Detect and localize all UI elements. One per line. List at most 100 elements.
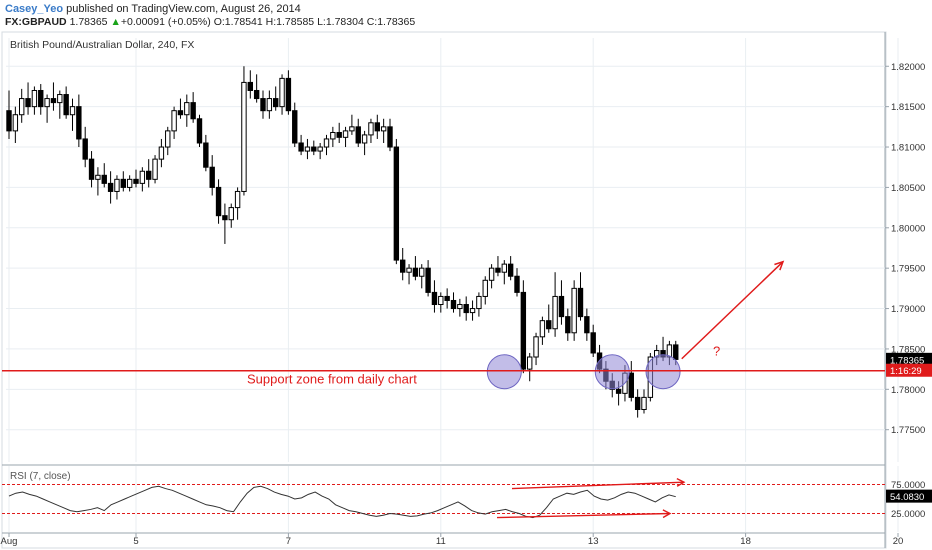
symbol-label[interactable]: FX:GBPAUD	[5, 16, 67, 28]
candle-up	[342, 130, 349, 138]
quote-line: FX:GBPAUD 1.78365 ▲+0.00091 (+0.05%) O:1…	[5, 16, 415, 28]
candle-down	[565, 316, 571, 334]
candle-down	[584, 316, 590, 334]
candle-up	[361, 134, 368, 144]
candle-down	[177, 110, 184, 116]
countdown-badge-label: 1:16:29	[890, 366, 922, 377]
candle-down	[6, 110, 12, 132]
candle-down	[196, 118, 203, 144]
candle-down	[507, 263, 514, 277]
candle-up	[57, 94, 63, 104]
time-tick-label: Aug	[1, 536, 18, 547]
time-axis: Aug57111318202527Sep	[1, 533, 904, 547]
candle-down	[400, 259, 406, 273]
candle-down	[133, 178, 139, 184]
support-label: Support zone from daily chart	[247, 372, 417, 387]
candle-down	[82, 138, 88, 160]
candle-up	[482, 279, 488, 297]
candle-up	[533, 336, 539, 358]
chart-frame	[1, 31, 887, 549]
candle-down	[387, 126, 393, 148]
candle-down	[634, 396, 641, 411]
candle-up	[571, 287, 577, 334]
candle-down	[25, 98, 31, 108]
candle-up	[19, 98, 25, 116]
candle-up	[488, 267, 495, 281]
time-tick-label: 5	[133, 536, 138, 547]
published-text: published on TradingView.com, August 26,…	[63, 3, 301, 15]
candle-down	[260, 98, 266, 112]
rsi-last-label: 54.0830	[890, 492, 924, 503]
low-value: 1.78304	[325, 16, 364, 28]
candle-down	[146, 170, 152, 180]
candle-up	[279, 77, 285, 108]
candle-up	[380, 126, 387, 132]
candle-up	[527, 356, 533, 370]
candle-down	[88, 158, 95, 180]
price-tick-label: 1.77500	[891, 425, 925, 436]
high-value: 1.78585	[276, 16, 315, 28]
question-mark: ?	[713, 343, 720, 358]
candle-up	[69, 106, 76, 116]
rsi-level-label: 75.0000	[891, 480, 925, 491]
candle-down	[63, 94, 69, 116]
candle-up	[241, 81, 247, 192]
candle-up	[266, 98, 273, 112]
candle-down	[50, 98, 57, 104]
candle-down	[101, 174, 107, 184]
candle-up	[304, 146, 311, 152]
support-touch-highlight	[594, 354, 630, 390]
countdown-badge	[886, 363, 932, 377]
candle-up	[165, 130, 171, 148]
up-arrow-icon: ▲	[110, 16, 121, 28]
candle-series	[6, 66, 679, 418]
price-chart[interactable]: British Pound/Australian Dollar, 240, FX…	[0, 30, 932, 550]
candle-down	[215, 186, 222, 217]
publish-line: Casey_Yeo published on TradingView.com, …	[5, 3, 301, 15]
price-tick-label: 1.78000	[891, 385, 925, 396]
rsi-line	[8, 485, 676, 519]
rsi-divergence-arrow-top	[511, 481, 685, 490]
candle-up	[469, 308, 476, 314]
candle-down	[628, 372, 634, 398]
candle-down	[107, 182, 114, 192]
price-tick-label: 1.79500	[891, 264, 925, 275]
candle-up	[349, 126, 355, 132]
candle-down	[298, 142, 304, 152]
projection-arrow	[681, 261, 784, 360]
rsi-divergence-arrow-bottom	[496, 512, 671, 519]
candle-down	[393, 146, 400, 261]
candle-up	[501, 263, 508, 273]
candle-down	[590, 332, 596, 354]
price-tick-label: 1.82000	[891, 62, 925, 73]
chart-title: British Pound/Australian Dollar, 240, FX	[10, 39, 194, 51]
rsi-divergence-arrow-top-head	[676, 477, 686, 487]
candle-up	[317, 146, 323, 152]
candle-up	[476, 295, 482, 310]
candle-down	[336, 131, 342, 138]
candle-up	[139, 170, 146, 184]
price-tick-label: 1.79000	[891, 304, 925, 315]
author-link[interactable]: Casey_Yeo	[5, 3, 64, 15]
close-label: C:	[366, 16, 378, 28]
candle-up	[539, 320, 546, 338]
candle-down	[222, 215, 228, 221]
open-value: 1.78541	[224, 16, 263, 28]
candle-up	[438, 295, 444, 306]
candle-down	[450, 299, 457, 310]
rsi-pane: 75.0000 25.0000 RSI (7, close) 54.0830	[2, 471, 932, 520]
candle-down	[311, 146, 317, 152]
candle-down	[495, 267, 501, 273]
candle-up	[114, 178, 120, 192]
candle-down	[355, 126, 361, 144]
price-tick-label: 1.80500	[891, 183, 925, 194]
candle-up	[184, 102, 190, 116]
candle-down	[514, 275, 520, 293]
time-tick-label: 7	[286, 536, 291, 547]
candle-down	[38, 89, 44, 108]
rsi-label: RSI (7, close)	[10, 471, 71, 482]
time-tick-label: 20	[893, 536, 904, 547]
rsi-divergence-arrow-bottom-head	[662, 509, 672, 519]
candle-down	[673, 344, 679, 360]
candle-up	[552, 295, 558, 330]
